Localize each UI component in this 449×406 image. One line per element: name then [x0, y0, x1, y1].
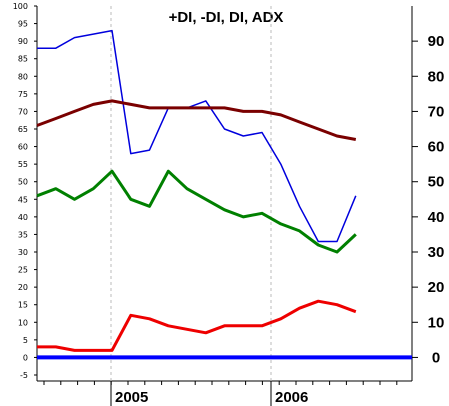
year-dividers: 2005 2006 — [43, 6, 398, 406]
right-tick-label: 80 — [428, 68, 445, 85]
left-tick-label: 0 — [23, 353, 28, 362]
left-tick-label: 20 — [18, 283, 28, 292]
x-tick-label: 2006 — [275, 389, 308, 406]
left-tick-label: -5 — [20, 371, 28, 380]
right-tick-label: 20 — [428, 279, 445, 296]
right-tick-label: 40 — [428, 209, 445, 226]
series-line-0 — [37, 29, 357, 243]
left-tick-label: 5 — [23, 336, 28, 345]
left-tick-label: 65 — [18, 125, 28, 134]
left-tick-label: 85 — [18, 55, 28, 64]
left-tick-label: 15 — [18, 301, 28, 310]
right-tick-label: 30 — [428, 244, 445, 261]
left-tick-label: 10 — [18, 318, 28, 327]
right-tick-label: 60 — [428, 139, 445, 156]
left-tick-label: 40 — [18, 213, 28, 222]
series-line-1 — [36, 99, 357, 141]
right-tick-label: 50 — [428, 174, 445, 191]
chart-title: +DI, -DI, DI, ADX — [169, 9, 284, 26]
left-tick-label: 75 — [18, 90, 28, 99]
series-line-3 — [37, 299, 357, 352]
right-tick-label: 10 — [428, 314, 445, 331]
right-tick-label: 0 — [432, 349, 440, 366]
left-tick-label: 35 — [18, 230, 28, 239]
left-tick-label: 80 — [18, 72, 28, 81]
right-tick-label: 90 — [428, 33, 445, 50]
left-tick-label: 100 — [13, 2, 28, 11]
tick-layer: -5 0 5 10 15 20 25 30 35 40 45 50 55 60 65 70 75 80 85 90 95… — [13, 2, 445, 380]
left-tick-label: 70 — [18, 107, 28, 116]
x-tick-label: 2005 — [115, 389, 148, 406]
left-tick-label: 90 — [18, 37, 28, 46]
left-tick-label: 50 — [18, 178, 28, 187]
axes — [36, 6, 413, 382]
left-tick-label: 55 — [18, 160, 28, 169]
series-layer — [36, 29, 412, 360]
right-tick-label: 70 — [428, 103, 445, 120]
series-line-2 — [36, 169, 357, 254]
left-tick-label: 45 — [18, 195, 28, 204]
left-tick-label: 60 — [18, 143, 28, 152]
left-tick-label: 25 — [18, 266, 28, 275]
left-tick-label: 30 — [18, 248, 28, 257]
left-tick-label: 95 — [18, 20, 28, 29]
